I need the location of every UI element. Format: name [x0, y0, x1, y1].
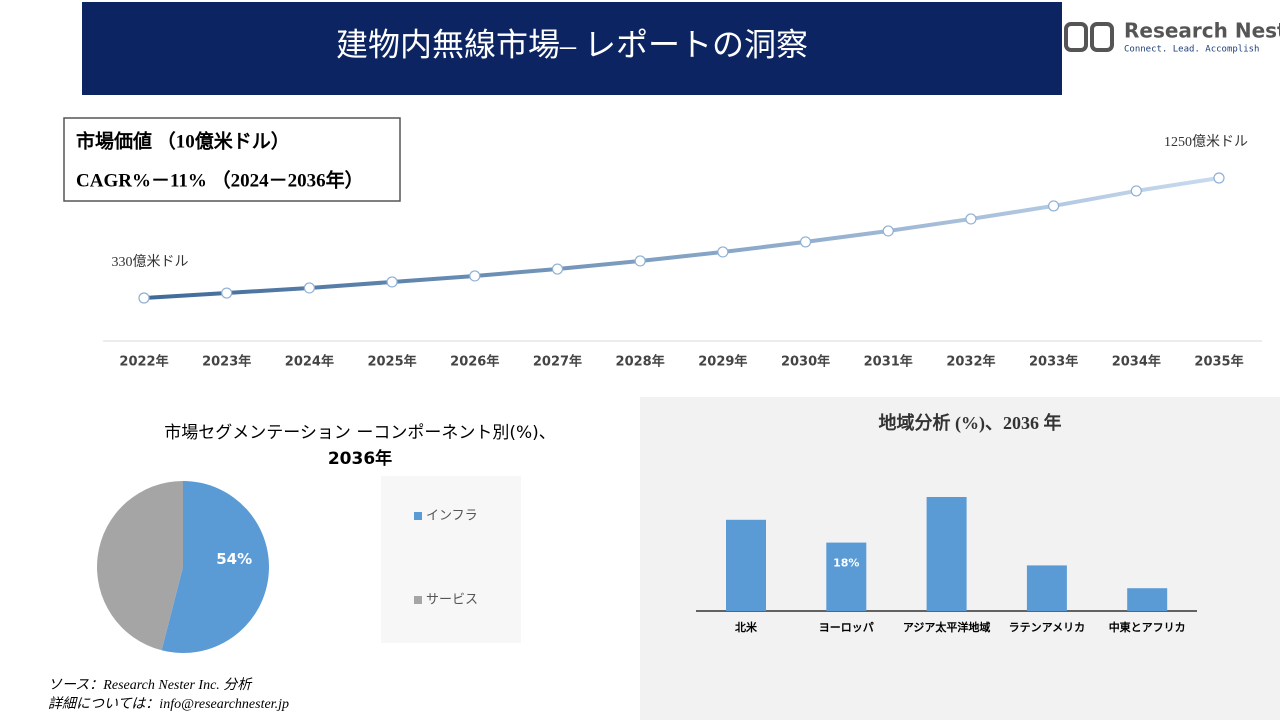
- point: [1213, 172, 1225, 184]
- legend-label: サービス: [426, 593, 478, 608]
- point: [551, 263, 564, 275]
- value-label: 18%: [833, 557, 859, 570]
- x-tick-label: ラテンアメリカ: [1009, 621, 1085, 634]
- x-tick-label: 2024年: [285, 354, 334, 370]
- x-tick-label: 2028年: [616, 354, 665, 370]
- value-label: 54%: [216, 550, 252, 568]
- info-box: [63, 117, 401, 202]
- header-title: 建物内無線市場– レポートの洞察: [336, 26, 808, 62]
- info-line: CAGR%－11% （2024－2036年）: [76, 168, 364, 191]
- point: [799, 236, 812, 248]
- x-tick-label: 2025年: [367, 354, 416, 370]
- pie-legend: [381, 476, 521, 643]
- x-tick-label: 2027年: [533, 354, 582, 370]
- x-tick-label: ヨーロッパ: [819, 621, 874, 634]
- point: [221, 287, 233, 299]
- bar: [826, 542, 867, 611]
- x-tick-label: アジア太平洋地域: [903, 620, 991, 634]
- value-label: 330億米ドル: [112, 254, 189, 270]
- point: [1048, 200, 1060, 212]
- line: [143, 176, 1220, 300]
- x-tick-label: 中東とアフリカ: [1109, 620, 1186, 634]
- x-tick-label: 2023年: [202, 354, 251, 370]
- bar-title: 地域分析 (%)、2036 年: [879, 412, 1062, 434]
- x-tick-label: 2032年: [946, 354, 995, 370]
- footer-line: ソース：Research Nester Inc. 分析: [48, 677, 253, 693]
- pie-title: 市場セグメンテーション ーコンポーネント別(%)、: [164, 423, 555, 443]
- point: [469, 270, 481, 282]
- point: [882, 225, 894, 237]
- point: [303, 282, 315, 294]
- pie-slice: [161, 481, 269, 653]
- x-tick-label: 2031年: [864, 354, 913, 370]
- legend-swatch: [414, 596, 422, 604]
- x-tick-label: 2026年: [450, 354, 499, 370]
- bar: [926, 497, 967, 611]
- x-tick-label: 北米: [735, 620, 758, 634]
- x-tick-label: 2035年: [1194, 354, 1243, 370]
- bar: [726, 519, 766, 611]
- point: [634, 255, 646, 267]
- bar: [1026, 565, 1067, 611]
- legend-label: インフラ: [426, 509, 478, 524]
- point: [717, 246, 729, 258]
- value-label: 1250億米ドル: [1164, 134, 1248, 150]
- logo-tagline: Connect. Lead. Accomplish: [1124, 45, 1259, 55]
- x-tick-label: 2029年: [698, 354, 747, 370]
- x-tick-label: 2022年: [119, 354, 168, 370]
- logo-icon: [1090, 22, 1114, 52]
- point: [138, 292, 150, 304]
- info-line: 市場価値 （10億米ドル）: [76, 129, 290, 152]
- point: [1130, 185, 1142, 197]
- footer-line: 詳細については：info@researchnester.jp: [48, 696, 289, 712]
- logo-name: Research Nester: [1124, 19, 1280, 43]
- bar: [1127, 588, 1168, 611]
- x-tick-label: 2034年: [1112, 354, 1161, 370]
- logo: Research Nester Connect. Lead. Accomplis…: [1064, 19, 1280, 55]
- x-tick-label: 2033年: [1029, 354, 1078, 370]
- point: [386, 276, 398, 288]
- pie-title: 2036年: [328, 448, 392, 469]
- x-tick-label: 2030年: [781, 354, 830, 370]
- point: [965, 213, 977, 225]
- pie-slice: [97, 481, 183, 651]
- header-bar: [82, 2, 1062, 95]
- logo-icon: [1064, 22, 1088, 52]
- legend-swatch: [414, 512, 422, 520]
